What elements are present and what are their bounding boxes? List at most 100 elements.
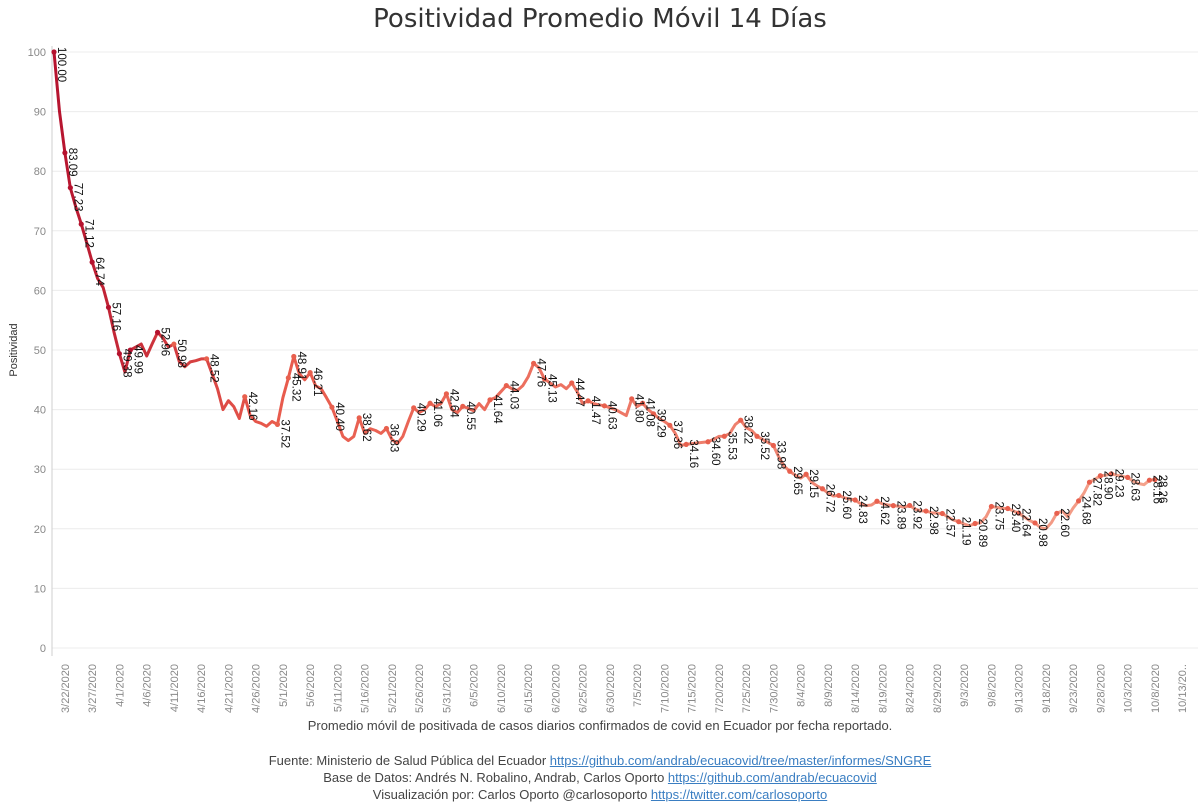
y-tick-label: 30 (34, 464, 46, 476)
line-chart: 0 10 20 30 40 50 60 70 80 90 100 Positividad 3/22/… (8, 46, 1198, 713)
data-point (487, 397, 493, 403)
source-line: Fuente: Ministerio de Salud Pública del … (0, 752, 1200, 769)
data-point (127, 347, 133, 353)
data-point (705, 439, 711, 445)
x-tick-label: 9/23/2020 (1068, 664, 1080, 713)
data-label: 40.29 (415, 403, 427, 432)
y-tick-label: 20 (34, 524, 46, 536)
x-tick-label: 4/1/2020 (114, 664, 126, 707)
data-point (721, 433, 727, 439)
data-label: 39.29 (655, 409, 667, 438)
data-label: 40.55 (464, 401, 476, 430)
source-text: Fuente: Ministerio de Salud Pública del … (268, 753, 550, 768)
data-point (629, 396, 635, 402)
x-tick-label: 5/31/2020 (441, 664, 453, 713)
x-tick-label: 7/10/2020 (659, 664, 671, 713)
y-tick-label: 50 (34, 345, 46, 357)
data-label: 48.52 (208, 354, 220, 383)
data-label: 27.82 (1091, 477, 1103, 506)
data-label: 44.03 (507, 381, 519, 410)
data-point (988, 503, 995, 510)
y-tick-label: 80 (34, 166, 46, 178)
data-label: 42.16 (246, 392, 258, 421)
data-label: 71.12 (82, 219, 94, 248)
y-axis-label: Positividad (8, 323, 20, 376)
database-link[interactable]: https://github.com/andrab/ecuacovid (667, 770, 877, 785)
data-label: 37.36 (671, 420, 683, 449)
x-tick-label: 5/16/2020 (360, 664, 372, 713)
data-point (907, 502, 913, 509)
x-tick-label: 9/13/2020 (1014, 664, 1026, 713)
data-label: 29.23 (1112, 469, 1124, 498)
data-point (1032, 520, 1038, 526)
data-point (307, 369, 313, 376)
data-point (754, 433, 760, 439)
credits: Fuente: Ministerio de Salud Pública del … (0, 752, 1200, 803)
data-label: 46.21 (311, 368, 323, 397)
data-point (852, 497, 858, 503)
x-tick-label: 8/29/2020 (932, 664, 944, 713)
data-label: 48.91 (295, 351, 307, 380)
data-label: 36.83 (387, 423, 399, 452)
data-label: 23.75 (992, 501, 1004, 530)
data-label: 28.16 (1150, 475, 1162, 504)
x-tick-label: 4/6/2020 (142, 664, 154, 707)
y-tick-label: 10 (34, 583, 46, 595)
x-tick-label: 8/4/2020 (796, 664, 808, 707)
y-tick-label: 90 (34, 107, 46, 119)
x-tick-label: 9/8/2020 (986, 664, 998, 707)
data-point (650, 411, 657, 417)
data-point (1005, 505, 1011, 512)
data-label: 38.22 (742, 415, 754, 444)
x-tick-label: 5/21/2020 (387, 664, 399, 713)
visualization-link[interactable]: https://twitter.com/carlosoporto (650, 787, 828, 802)
visualization-line: Visualización por: Carlos Oporto @carlos… (0, 786, 1200, 803)
data-label: 28.63 (1129, 472, 1141, 501)
database-text: Base de Datos: Andrés N. Robalino, Andra… (323, 770, 668, 785)
data-label: 22.57 (943, 508, 955, 537)
data-label: 41.47 (589, 396, 601, 425)
data-label: 49.38 (120, 349, 132, 378)
data-label: 34.60 (709, 437, 721, 466)
x-tick-label: 8/24/2020 (905, 664, 917, 713)
x-tick-label: 7/20/2020 (714, 664, 726, 713)
data-point (242, 394, 248, 400)
data-point (956, 519, 962, 525)
data-point (541, 376, 548, 382)
data-label: 28.90 (1101, 471, 1113, 500)
chart-caption: Promedio móvil de positivada de casos di… (307, 718, 893, 733)
data-label: 34.16 (687, 439, 699, 468)
data-label: 28.26 (1156, 475, 1168, 504)
data-label: 41.06 (431, 398, 443, 427)
data-point (291, 353, 297, 360)
data-point (939, 510, 945, 517)
data-label: 22.98 (927, 506, 939, 535)
x-tick-label: 10/3/2020 (1123, 664, 1135, 713)
data-point (1097, 473, 1103, 479)
data-label: 49.99 (131, 345, 143, 374)
data-label: 20.98 (1036, 518, 1048, 547)
x-tick-label: 3/22/2020 (60, 664, 72, 713)
x-tick-label: 10/13/20.. (1177, 664, 1189, 713)
x-tick-label: 4/21/2020 (223, 664, 235, 713)
data-label: 64.74 (93, 257, 105, 286)
data-points (51, 49, 1158, 527)
data-point (1086, 479, 1093, 485)
data-point (1054, 510, 1060, 516)
source-link[interactable]: https://github.com/andrab/ecuacovid/tree… (549, 753, 932, 768)
x-tick-label: 5/26/2020 (414, 664, 426, 713)
data-point (585, 398, 591, 404)
y-tick-label: 40 (34, 405, 46, 417)
x-tick-label: 7/15/2020 (687, 664, 699, 713)
data-point (460, 403, 466, 409)
data-point (667, 422, 673, 428)
x-tick-label: 5/6/2020 (305, 664, 317, 707)
data-label: 26.72 (823, 484, 835, 513)
grid-lines (51, 46, 1198, 656)
data-label: 47.76 (535, 358, 547, 387)
x-tick-label: 5/11/2020 (332, 664, 344, 712)
x-tick-label: 7/5/2020 (632, 664, 644, 707)
data-point (503, 382, 509, 389)
data-label: 77.23 (71, 183, 83, 212)
data-label: 23.40 (1009, 504, 1021, 533)
